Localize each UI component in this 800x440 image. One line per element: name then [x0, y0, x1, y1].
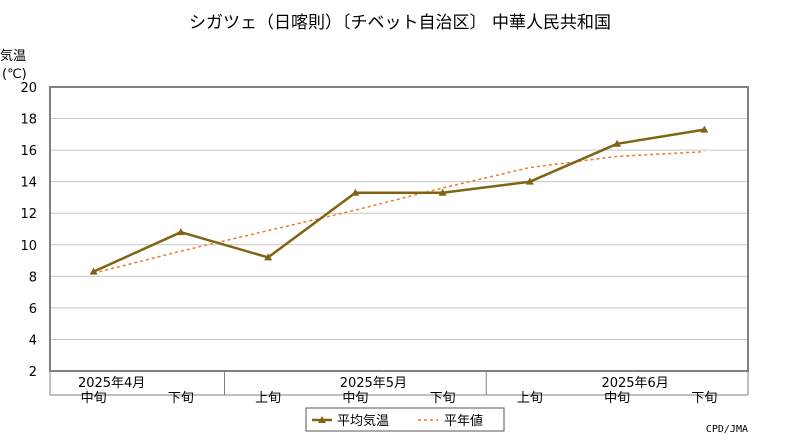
series-1-point-3	[351, 188, 360, 196]
y-tick-label-7: 16	[20, 144, 37, 159]
plot-area-border	[49, 86, 749, 372]
y-tick-label-5: 12	[20, 207, 37, 222]
x-tick-label-1: 下旬	[168, 391, 194, 406]
series-1-point-0	[89, 267, 98, 275]
legend: 平均気温 平年値	[305, 407, 505, 432]
grid	[50, 86, 748, 340]
x-tick-label-6: 中旬	[604, 391, 630, 406]
series-line-2	[93, 150, 705, 274]
y-axis-unit: (℃)	[2, 67, 27, 82]
series-line-1	[93, 128, 705, 273]
legend-box	[305, 407, 505, 432]
x-tick-label-2: 上旬	[255, 391, 281, 406]
legend-label-series-2: 平年値	[444, 413, 483, 429]
y-tick-label-9: 20	[20, 81, 37, 96]
y-tick-label-8: 18	[20, 113, 37, 128]
y-tick-label-0: 2	[29, 365, 37, 380]
y-tick-label-6: 14	[20, 176, 37, 191]
x-tick-label-0: 中旬	[81, 391, 107, 406]
x-month-label-0: 2025年4月	[78, 376, 145, 391]
chart-title: シガツェ（日喀則）〔チベット自治区〕 中華人民共和国	[189, 13, 611, 33]
y-tick-label-3: 8	[29, 270, 37, 285]
x-month-label-2: 2025年6月	[601, 376, 668, 391]
series-1-point-6	[613, 139, 622, 147]
plot-frame	[49, 86, 749, 396]
x-tick-label-4: 下旬	[430, 391, 456, 406]
x-tick-label-3: 中旬	[342, 391, 368, 406]
legend-marker-series-1	[318, 416, 326, 423]
x-month-label-1: 2025年5月	[340, 376, 407, 391]
x-tick-label-7: 下旬	[691, 391, 717, 406]
y-axis-label: 気温	[0, 48, 26, 64]
series	[89, 125, 709, 275]
y-tick-label-2: 6	[29, 302, 37, 317]
series-1-point-4	[438, 188, 447, 196]
y-axis-ticks: 2 4 6 8 10 12 14 16 18 20	[20, 81, 37, 380]
x-tick-label-5: 上旬	[517, 391, 543, 406]
legend-label-series-1: 平均気温	[337, 413, 389, 429]
y-tick-label-1: 4	[29, 333, 37, 348]
series-1-point-5	[525, 177, 534, 185]
series-1-point-7	[700, 125, 709, 133]
credit-text: CPD/JMA	[706, 424, 748, 435]
series-1-point-2	[264, 253, 273, 261]
y-tick-label-4: 10	[20, 239, 37, 254]
series-1-point-1	[176, 228, 185, 236]
x-axis-ticks: 中旬 下旬 上旬 中旬 下旬 上旬 中旬 下旬 2025年4月 2025年5月 2025年6月	[78, 376, 717, 406]
